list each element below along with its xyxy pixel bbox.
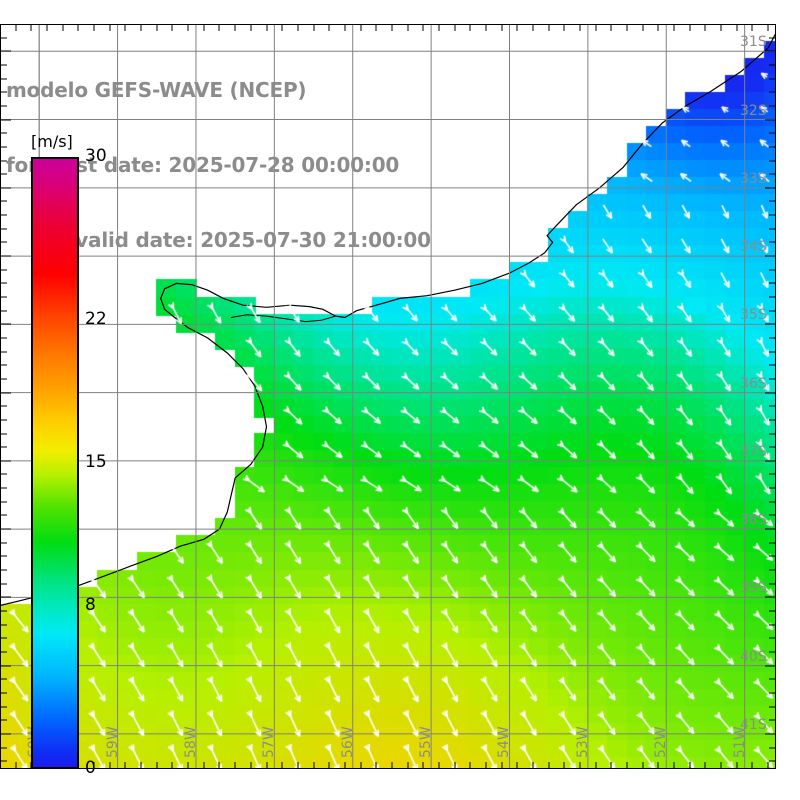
colorbar-tick-label: 22: [85, 309, 107, 330]
title-block: modelo GEFS-WAVE (NCEP) forecast date: 2…: [6, 28, 500, 303]
model-title: modelo GEFS-WAVE (NCEP): [6, 78, 307, 102]
longitude-tick-label: 59W: [104, 726, 121, 758]
colorbar-gradient: [31, 157, 79, 769]
latitude-tick-label: 39S: [740, 580, 767, 597]
latitude-tick-label: 38S: [740, 512, 767, 529]
wind-direction-arrows: [0, 24, 776, 768]
frame-left-edge: [0, 24, 1, 769]
frame-top-edge: [0, 24, 776, 25]
longitude-tick-label: 55W: [418, 726, 435, 758]
valid-date-title: valid date: 2025-07-30 21:00:00: [75, 228, 431, 252]
longitude-tick-label: 53W: [574, 726, 591, 758]
latitude-tick-label: 34S: [740, 239, 767, 256]
map-plot-area: [0, 24, 776, 768]
longitude-tick-label: 58W: [182, 726, 199, 758]
longitude-tick-label: 57W: [261, 726, 278, 758]
latitude-tick-label: 31S: [740, 34, 767, 51]
colorbar-tick-label: 8: [85, 594, 96, 615]
colorbar-tick-label: 30: [85, 146, 107, 166]
latitude-tick-label: 37S: [740, 443, 767, 460]
latitude-tick-label: 41S: [740, 716, 767, 733]
colorbar-unit-label: [m/s]: [31, 132, 73, 151]
longitude-tick-label: 56W: [339, 726, 356, 758]
longitude-tick-label: 52W: [653, 726, 670, 758]
colorbar-tick-label: 0: [85, 758, 96, 778]
latitude-tick-label: 32S: [740, 102, 767, 119]
colorbar-tick-label: 15: [85, 452, 107, 472]
latitude-tick-label: 36S: [740, 375, 767, 392]
latitude-tick-label: 33S: [740, 170, 767, 187]
frame-right-edge: [775, 24, 776, 769]
frame-bottom-edge: [0, 768, 776, 769]
longitude-tick-label: 54W: [496, 726, 513, 758]
forecast-date-title: forecast date: 2025-07-28 00:00:00: [6, 153, 400, 177]
colorbar: 30 22 15 8 0: [31, 148, 107, 777]
latitude-tick-label: 35S: [740, 307, 767, 324]
latitude-tick-label: 40S: [740, 648, 767, 665]
